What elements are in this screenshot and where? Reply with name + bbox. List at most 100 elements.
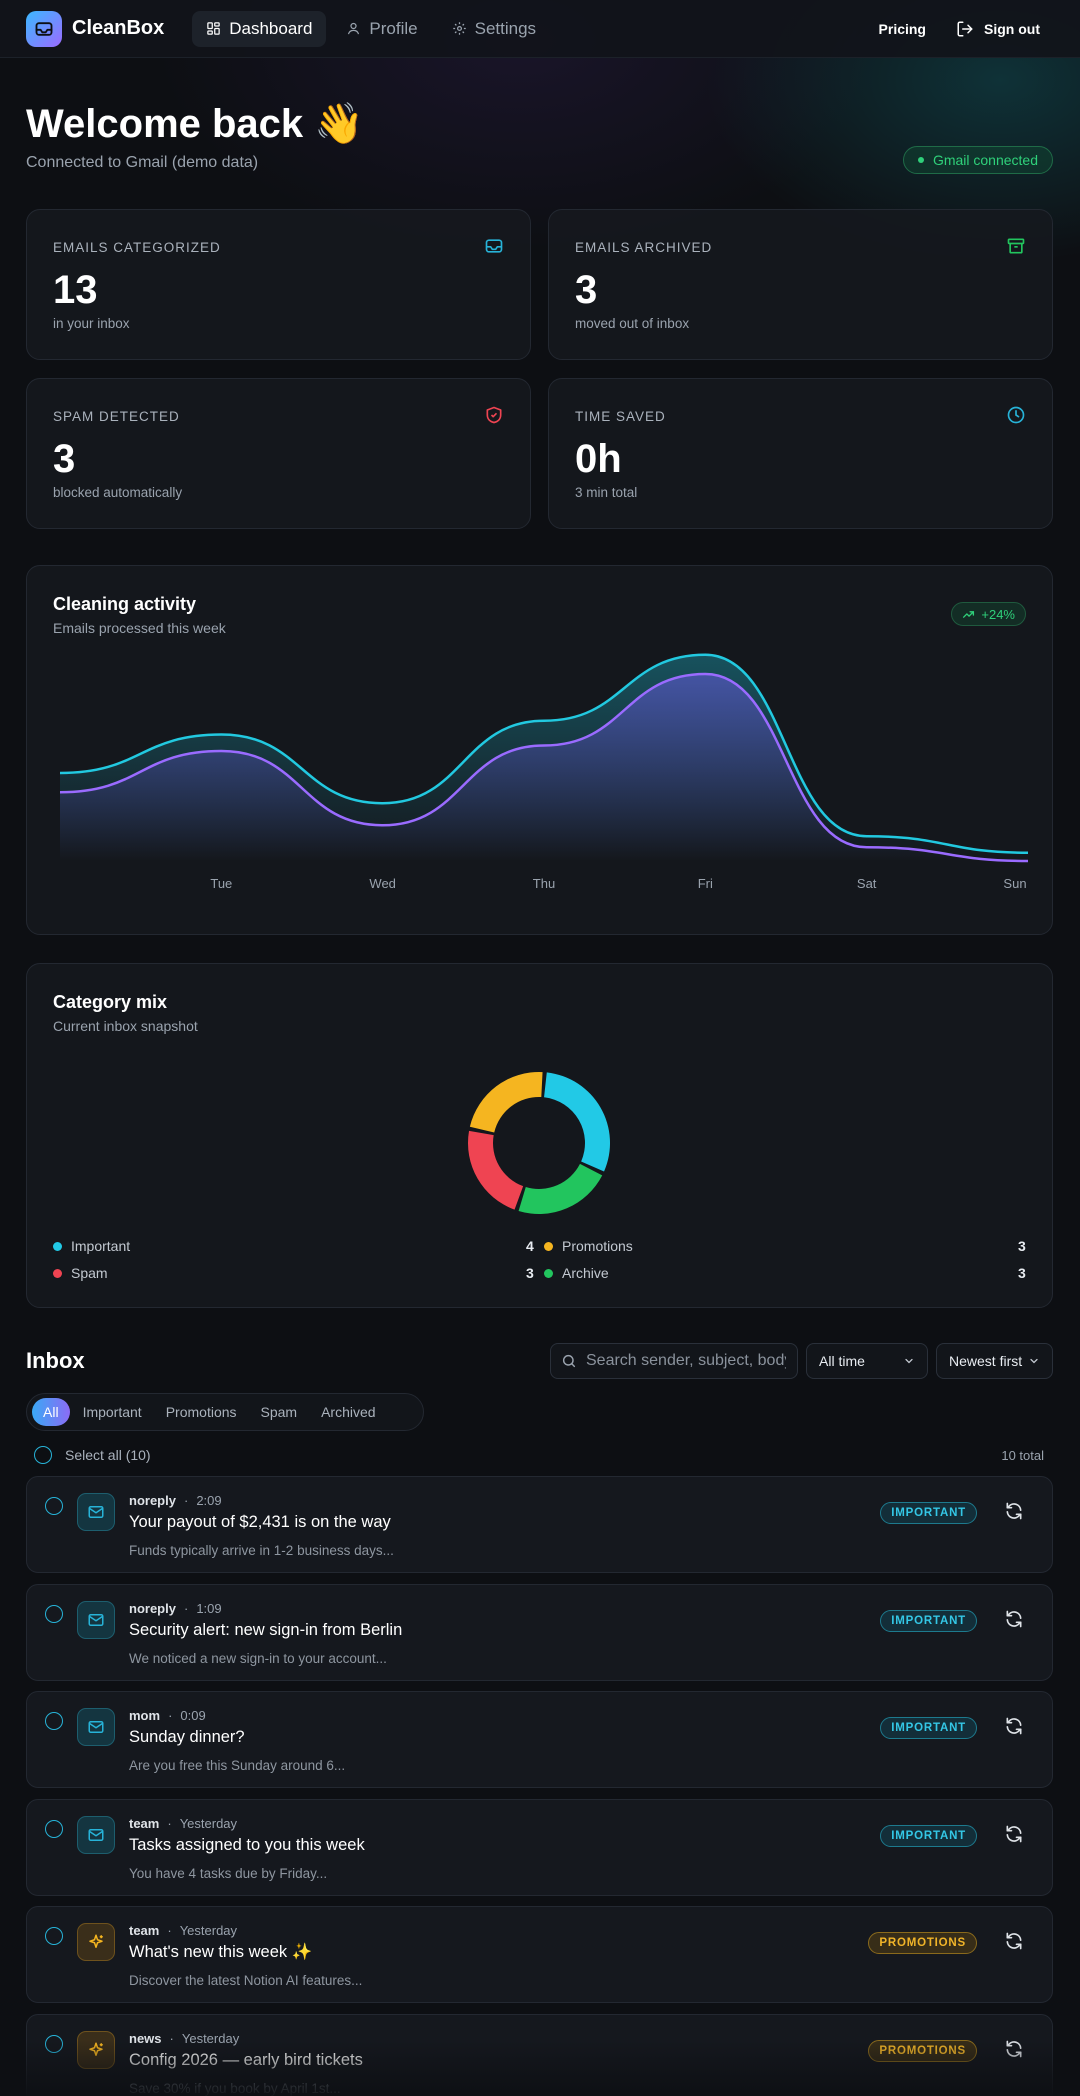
legend-count: 3: [526, 1265, 534, 1281]
email-row[interactable]: noreply · 2:09 Your payout of $2,431 is on …: [26, 1476, 1053, 1573]
email-subject: Your payout of $2,431 is on the way: [129, 1513, 391, 1531]
donut-slice-archive: [518, 1163, 603, 1214]
email-time: 2:09: [196, 1493, 222, 1508]
category-badge: IMPORTANT: [880, 1717, 977, 1739]
legend-item-archive: Archive: [544, 1265, 609, 1281]
email-time: 1:09: [196, 1600, 222, 1616]
trending-up-icon: [963, 610, 975, 618]
tab-archived[interactable]: Archived: [321, 1404, 376, 1420]
series-1-area: [60, 674, 1028, 861]
sort-select[interactable]: Newest first: [936, 1343, 1053, 1379]
email-subject: What's new this week ✨: [129, 1943, 313, 1961]
email-preview: Funds typically arrive in 1-2 business d…: [129, 1543, 394, 1558]
category-badge: IMPORTANT: [880, 1502, 977, 1524]
email-subject: Tasks assigned to you this week: [129, 1835, 365, 1854]
tab-spam[interactable]: Spam: [260, 1404, 298, 1420]
email-sender: noreply: [129, 1600, 176, 1616]
inbox-logo-icon: [26, 10, 62, 47]
envelope-icon: [77, 1600, 115, 1639]
stat-sub: blocked automatically: [53, 485, 183, 500]
tab-promotions[interactable]: Promotions: [165, 1404, 237, 1420]
x-tick-label: Tue: [210, 876, 233, 891]
user-icon: [348, 22, 360, 35]
email-row[interactable]: team · Yesterday What's new this week ✨ Disc…: [26, 1906, 1053, 2003]
activity-subtitle: Emails processed this week: [53, 620, 226, 636]
email-subject: Security alert: new sign-in from Berlin: [129, 1620, 403, 1639]
email-select-checkbox[interactable]: [45, 1497, 63, 1515]
stat-label: SPAM DETECTED: [53, 409, 180, 424]
email-row[interactable]: mom · 0:09 Sunday dinner? Are you free this …: [26, 1691, 1053, 1788]
brand[interactable]: CleanBox: [26, 10, 164, 47]
nav-right: Pricing Sign out: [879, 20, 1054, 38]
nav-settings-label: Settings: [474, 18, 537, 38]
legend-label: Important: [71, 1238, 131, 1254]
signout-button[interactable]: Sign out: [956, 20, 1054, 38]
email-time: Yesterday: [181, 2030, 240, 2046]
email-select-checkbox[interactable]: [45, 1927, 63, 1945]
email-select-checkbox[interactable]: [45, 2034, 63, 2053]
email-row[interactable]: news · Yesterday Config 2026 — early bird t…: [26, 2013, 1053, 2096]
email-time: 0:09: [180, 1708, 206, 1723]
legend-count: 4: [526, 1238, 534, 1254]
legend-item-important: Important: [53, 1238, 130, 1254]
email-select-checkbox[interactable]: [45, 1604, 63, 1623]
x-tick-label: Thu: [532, 876, 556, 891]
email-meta: mom · 0:09: [129, 1708, 206, 1723]
email-row[interactable]: noreply · 1:09 Security alert: new sign-in …: [26, 1583, 1053, 1681]
email-meta: noreply · 2:09: [129, 1493, 222, 1508]
email-meta: news · Yesterday: [129, 2031, 239, 2046]
trend-value: +24%: [981, 606, 1015, 622]
pricing-link[interactable]: Pricing: [878, 20, 926, 37]
select-all[interactable]: Select all (10): [34, 1446, 151, 1464]
recategorize-refresh-icon[interactable]: [1004, 1824, 1024, 1844]
x-tick-label: Wed: [369, 876, 396, 891]
recategorize-refresh-icon[interactable]: [1004, 1609, 1024, 1629]
stat-value: 0h: [575, 437, 622, 481]
meta-separator: ·: [167, 1923, 172, 1938]
top-nav: CleanBox Dashboard Profile Settings Pric…: [0, 0, 1080, 58]
stat-value: 3: [53, 437, 76, 481]
stat-card-spam: SPAM DETECTED 3 blocked automatically: [26, 378, 531, 529]
email-meta: team · Yesterday: [129, 1923, 237, 1938]
x-tick-label: Sun: [1003, 876, 1027, 891]
legend-dot: [544, 1268, 553, 1278]
nav-dashboard[interactable]: Dashboard: [192, 10, 327, 47]
legend-label: Promotions: [562, 1238, 633, 1254]
series-0-line: [59, 653, 1029, 854]
time-filter-select[interactable]: All time: [806, 1343, 928, 1379]
logout-icon: [957, 21, 973, 36]
gmail-status-label: Gmail connected: [932, 152, 1038, 168]
signout-label: Sign out: [984, 20, 1040, 37]
search-box[interactable]: [550, 1343, 798, 1379]
select-all-checkbox[interactable]: [34, 1446, 52, 1464]
category-badge: IMPORTANT: [880, 1609, 977, 1632]
tab-all[interactable]: All: [32, 1398, 70, 1426]
email-row[interactable]: team · Yesterday Tasks assigned to you this…: [26, 1798, 1053, 1896]
stat-sub: 3 min total: [575, 485, 638, 500]
mix-title: Category mix: [53, 992, 168, 1012]
activity-area-chart: [59, 653, 1029, 863]
archive-icon: [1007, 238, 1025, 254]
stat-card-categorized: EMAILS CATEGORIZED 13 in your inbox: [26, 209, 531, 360]
category-badge: PROMOTIONS: [868, 1932, 977, 1954]
email-sender: team: [129, 1815, 160, 1831]
recategorize-refresh-icon[interactable]: [1004, 2039, 1024, 2059]
recategorize-refresh-icon[interactable]: [1004, 1716, 1024, 1736]
email-select-checkbox[interactable]: [45, 1712, 63, 1730]
stat-label: EMAILS ARCHIVED: [575, 240, 713, 255]
x-tick-label: Sat: [856, 876, 877, 891]
envelope-icon: [77, 1493, 115, 1531]
donut-slice-promotions: [469, 1072, 543, 1133]
tab-important[interactable]: Important: [82, 1404, 142, 1420]
inbox-filter-tabs: All Important Promotions Spam Archived: [26, 1393, 424, 1431]
email-sender: news: [129, 2030, 162, 2046]
search-input[interactable]: [586, 1352, 786, 1370]
nav-settings[interactable]: Settings: [438, 11, 550, 47]
stat-sub: in your inbox: [53, 316, 130, 331]
nav-profile[interactable]: Profile: [332, 11, 431, 47]
legend-item-promotions: Promotions: [544, 1238, 633, 1254]
recategorize-refresh-icon[interactable]: [1004, 1931, 1024, 1951]
legend-count: 3: [1018, 1265, 1026, 1281]
recategorize-refresh-icon[interactable]: [1004, 1501, 1024, 1521]
email-select-checkbox[interactable]: [45, 1819, 63, 1838]
